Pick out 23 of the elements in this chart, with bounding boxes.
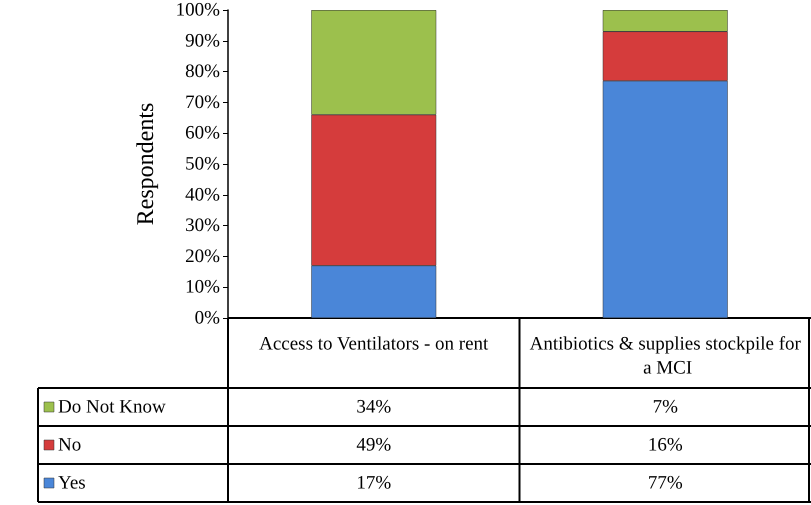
y-tick-label: 90% xyxy=(185,30,220,52)
legend-label: No xyxy=(58,434,82,456)
legend-label: Yes xyxy=(58,472,86,494)
data-label: 7% xyxy=(652,396,678,418)
data-label: 77% xyxy=(648,472,683,494)
x-tick-label: Access to Ventilators - on rent xyxy=(259,334,490,354)
data-label: 17% xyxy=(356,472,392,494)
y-axis-title: Respondents xyxy=(133,102,159,226)
legend-label: Do Not Know xyxy=(58,396,166,418)
y-tick-label: 70% xyxy=(185,92,220,113)
x-tick-label: Antibiotics & supplies stockpile for a MCI xyxy=(530,334,802,378)
data-label: 16% xyxy=(648,434,683,456)
data-label: 34% xyxy=(356,396,392,418)
y-tick-label: 0% xyxy=(194,308,220,328)
y-tick-label: 40% xyxy=(185,184,220,206)
y-tick-label: 100% xyxy=(176,0,220,20)
y-tick-label: 30% xyxy=(185,215,220,236)
y-tick-label: 50% xyxy=(185,154,220,174)
y-tick-label: 80% xyxy=(185,61,220,82)
y-tick-label: 20% xyxy=(185,246,220,267)
y-tick-label: 60% xyxy=(185,122,220,144)
data-label: 49% xyxy=(356,434,392,456)
y-tick-label: 10% xyxy=(185,276,220,298)
